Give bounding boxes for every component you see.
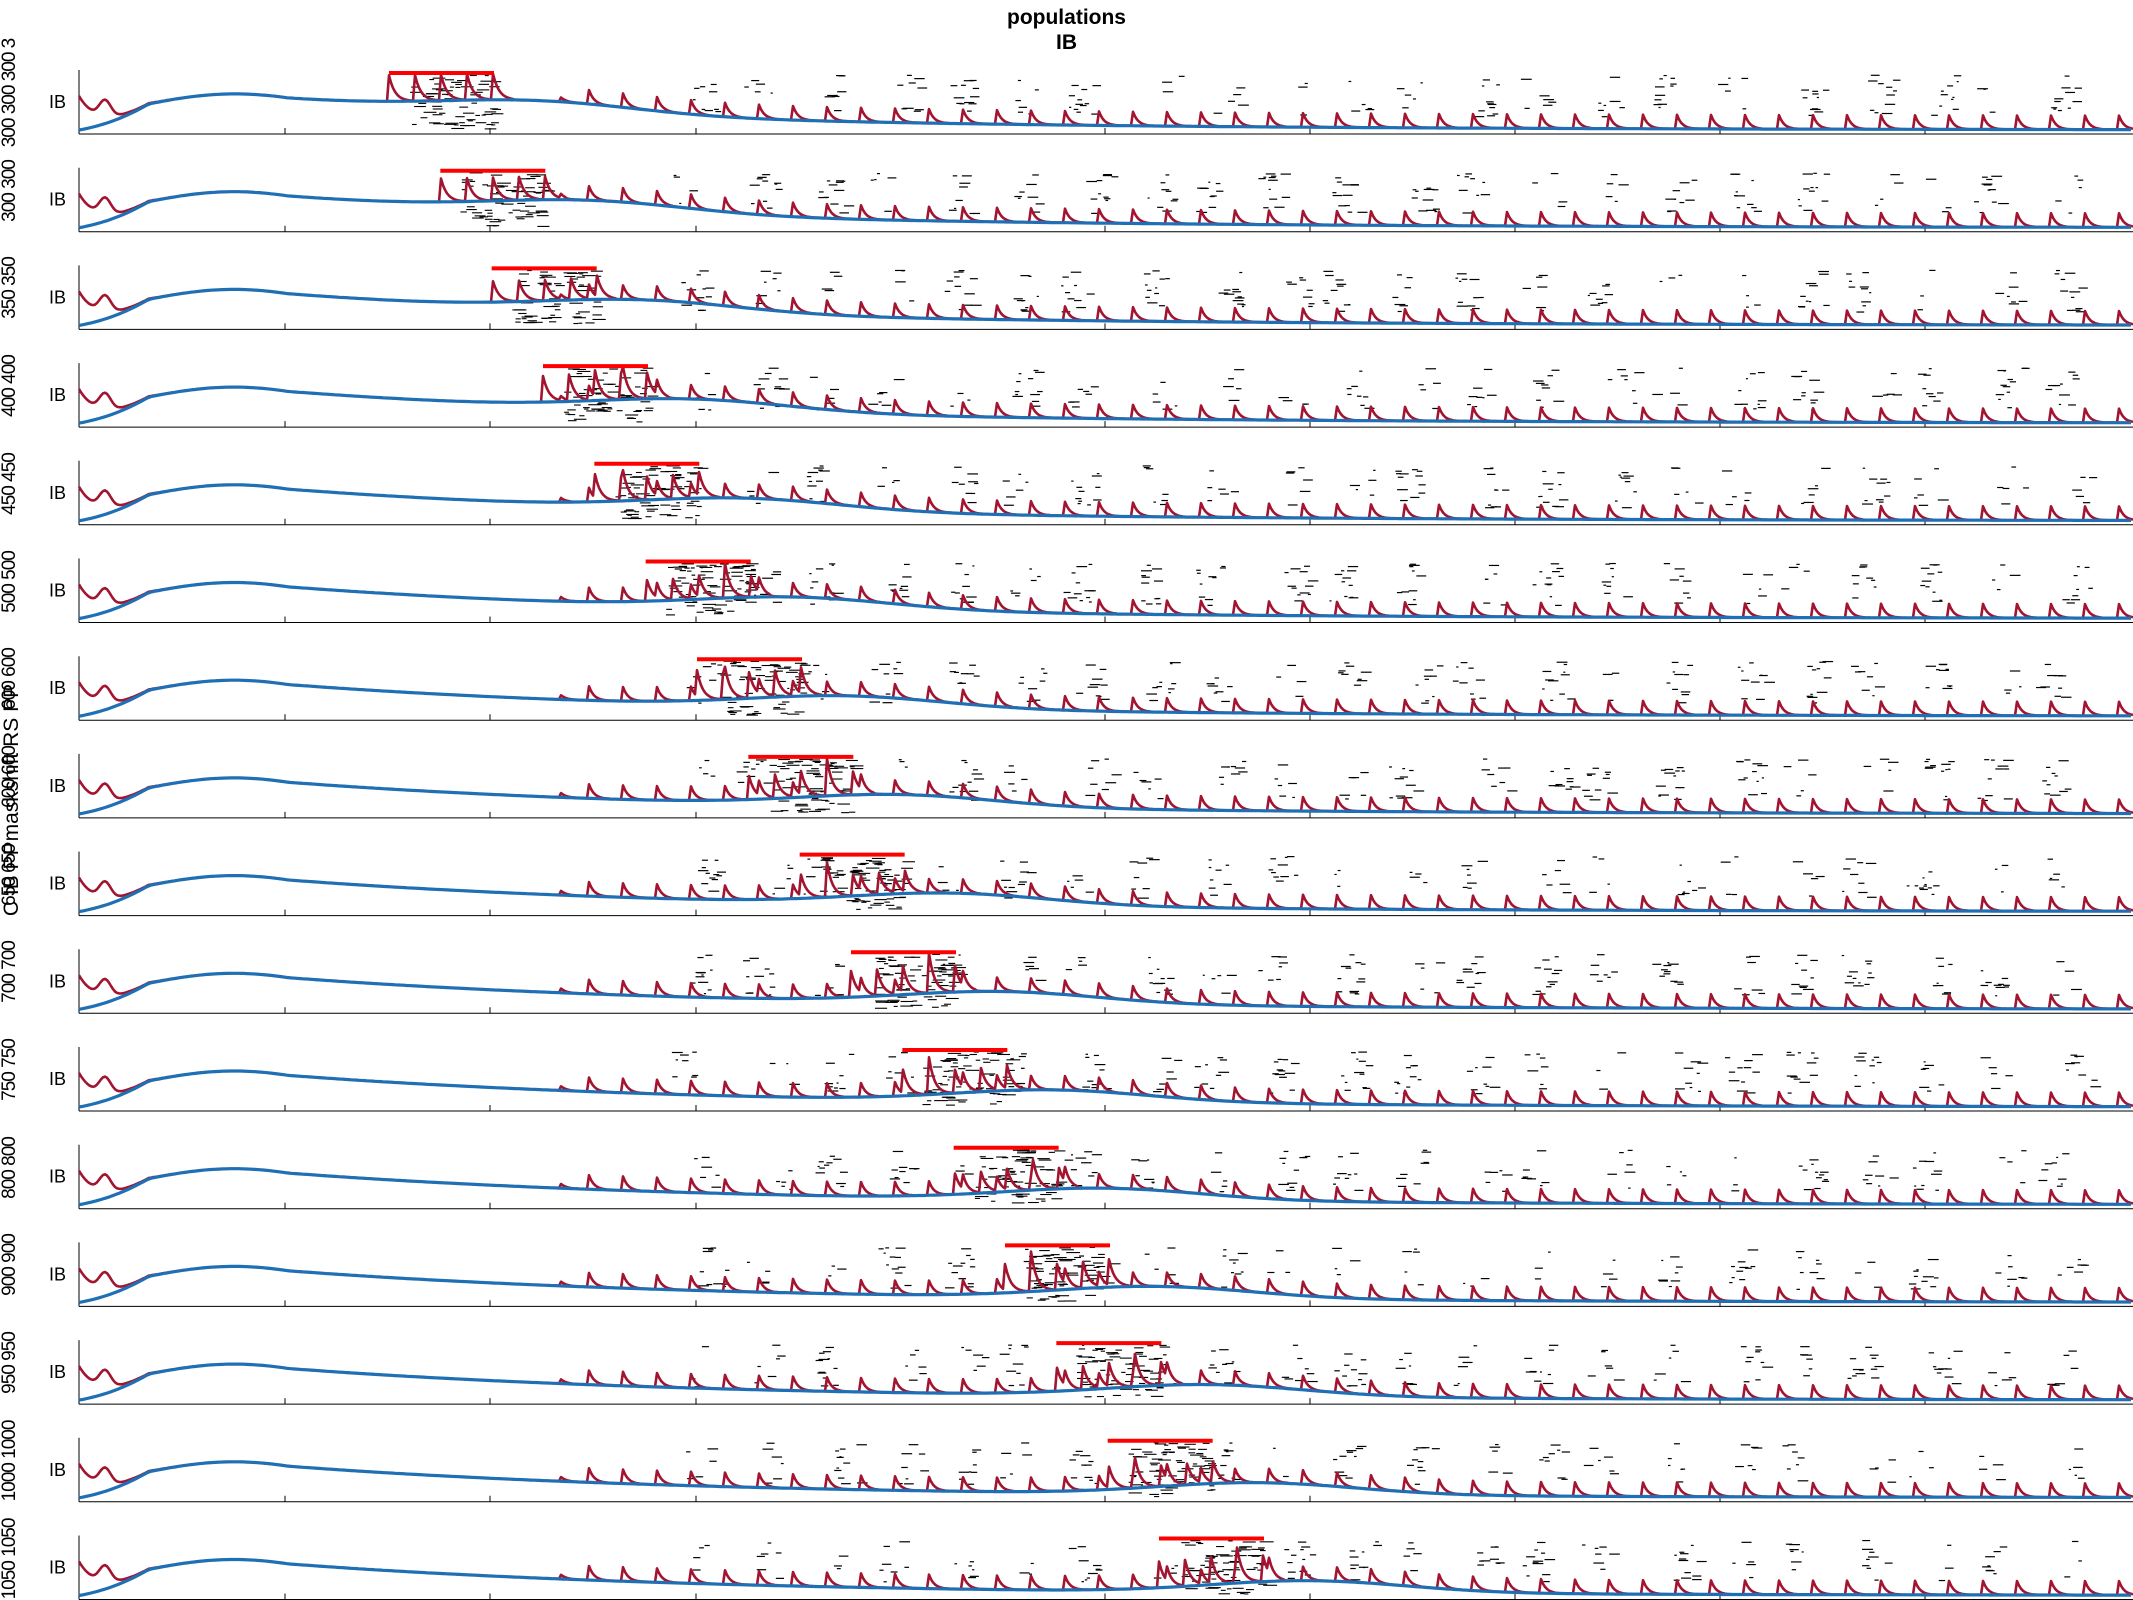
panel: IB (49, 1437, 2133, 1503)
panel-row-label: IB (49, 190, 66, 210)
y-tick-stack: 800 800 (0, 1136, 20, 1199)
panel-row-label: IB (49, 1460, 66, 1480)
y-tick-stack: 1050 1050 (0, 1518, 20, 1599)
panel-row-label: IB (49, 385, 66, 405)
y-tick-stack: 500 500 (0, 550, 20, 613)
panel: IB (49, 851, 2133, 917)
series-red-line (77, 1352, 2133, 1401)
series-red-line (77, 1158, 2133, 1206)
figure-title-line2: IB (1056, 31, 1077, 54)
panel-row-label: IB (49, 287, 66, 307)
series-blue-line (78, 385, 2131, 425)
series-blue-line (78, 483, 2131, 523)
panel-row-label: IB (49, 678, 66, 698)
panel-row-label: IB (49, 1167, 66, 1187)
y-tick-stack: 900 900 (0, 1234, 20, 1297)
panel-row-label: IB (49, 581, 66, 601)
panel: IB (49, 1144, 2133, 1210)
series-red-line (77, 365, 2133, 424)
series-blue-line (78, 190, 2131, 230)
y-tick-stack: 700 700 (0, 941, 20, 1004)
panel: IB (49, 949, 2133, 1014)
series-red-line (77, 757, 2133, 815)
y-tick-stack: 650 650 (0, 843, 20, 906)
series-red-line (77, 951, 2133, 1011)
y-tick-stack: 600 600 (0, 746, 20, 808)
series-blue-line (78, 1069, 2131, 1109)
y-tick-stack: 750 750 (0, 1039, 20, 1101)
panel: IB (49, 1047, 2133, 1112)
y-tick-stack: 300 300 300 3 (0, 38, 20, 148)
series-blue-line (78, 1264, 2131, 1304)
panel: IB (49, 1242, 2133, 1307)
series-blue-line (78, 580, 2131, 621)
series-red-line (77, 1456, 2133, 1499)
y-tick-stack: 950 950 (0, 1332, 20, 1394)
y-tick-stack: 350 350 (0, 257, 20, 320)
y-tick-stack: 600 600 (0, 648, 20, 711)
series-blue-line (78, 287, 2131, 327)
panel: IB (49, 1535, 2133, 1600)
panel: IB (49, 656, 2133, 721)
series-blue-line (78, 1557, 2131, 1598)
series-blue-line (78, 1460, 2131, 1500)
panel-row-label: IB (49, 776, 66, 796)
series-red-line (77, 561, 2133, 620)
y-tick-stack: 1000 1000 (0, 1420, 20, 1502)
y-tick-stack: 400 400 (0, 355, 20, 417)
panel-row-label: IB (49, 92, 66, 112)
panel-row-label: IB (49, 1362, 66, 1382)
series-blue-line (78, 1362, 2131, 1402)
series-blue-line (78, 1167, 2131, 1207)
panel: IB (49, 753, 2133, 819)
panel-row-label: IB (49, 1069, 66, 1089)
panel: IB (49, 1340, 2133, 1405)
y-tick-stack: 300 300 (0, 159, 20, 222)
series-blue-line (78, 971, 2131, 1011)
panel: IB (49, 460, 2133, 526)
panel: IB (49, 167, 2133, 233)
panel-row-label: IB (49, 971, 66, 991)
panel-row-label: IB (49, 1558, 66, 1578)
panel: IB (49, 558, 2133, 623)
series-blue-line (78, 874, 2131, 914)
panel: IB (49, 363, 2133, 428)
panel: IB (49, 265, 2133, 330)
series-blue-line (78, 776, 2131, 816)
series-blue-line (78, 92, 2131, 132)
panel-row-label: IB (49, 1264, 66, 1284)
figure-title-line1: populations (1007, 6, 1126, 29)
panel-row-label: IB (49, 483, 66, 503)
panel: IB (49, 70, 2133, 135)
y-tick-stack: 450 450 (0, 452, 20, 515)
panel-row-label: IB (49, 874, 66, 894)
series-blue-line (78, 678, 2131, 718)
